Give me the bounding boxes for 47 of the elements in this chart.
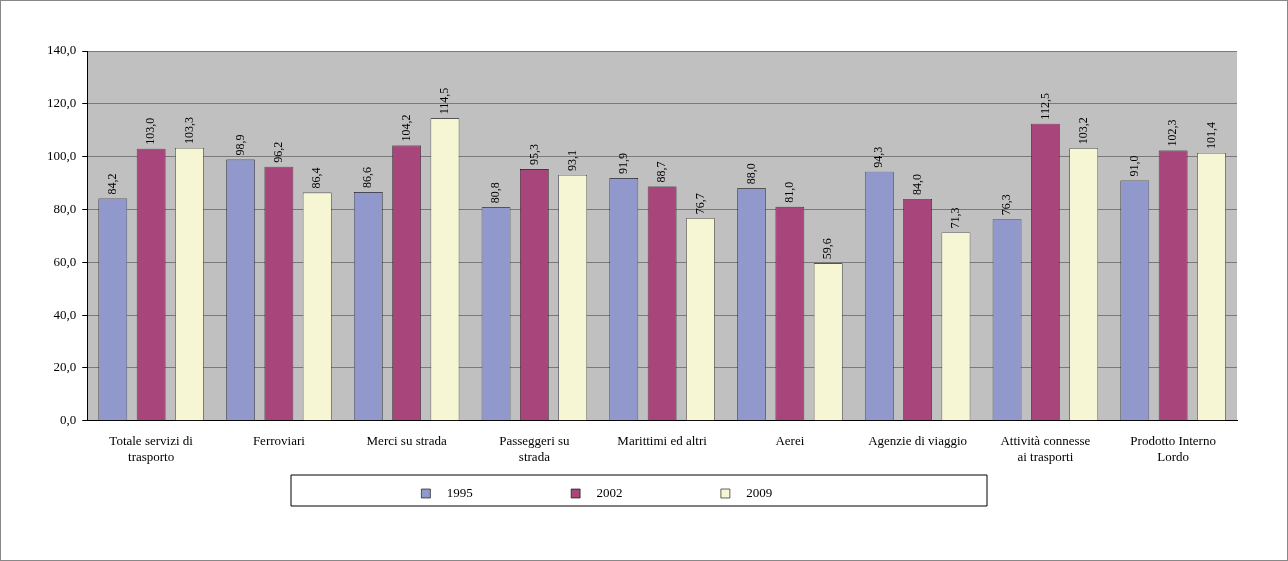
y-tick-label: 20,0 [53,359,77,375]
x-tick-label: Aerei [775,433,805,449]
y-tick-label: 80,0 [53,200,77,216]
x-tick-label: Totale servizi di trasporto [109,433,194,464]
x-tick-label: Marittimi ed altri [617,433,708,449]
legend-label: 2002 [586,484,707,500]
data-label: 88,0 [743,163,758,185]
data-label: 76,7 [692,193,707,215]
data-label: 80,8 [488,182,503,204]
data-label: 95,3 [526,144,541,166]
data-label: 86,6 [360,167,375,189]
data-label: 101,4 [1203,121,1218,149]
data-label: 104,2 [398,114,413,142]
data-label: 91,9 [615,153,630,175]
legend-label: 2009 [736,484,857,500]
data-label: 59,6 [820,238,835,260]
data-label: 76,3 [999,194,1014,216]
data-label: 103,3 [181,116,196,144]
data-label: 102,3 [1165,119,1180,147]
data-label: 84,0 [909,173,924,195]
y-tick-label: 120,0 [47,95,77,111]
x-tick-label: Merci su strada [366,433,447,449]
y-tick-label: 100,0 [47,148,77,164]
y-tick-label: 140,0 [47,42,77,58]
x-tick-label: Attività connesse ai trasporti [1000,433,1091,464]
x-tick-label: Passeggeri su strada [499,433,571,464]
data-label: 94,3 [871,146,886,168]
data-label: 71,3 [948,207,963,229]
data-label: 103,2 [1075,117,1090,145]
x-tick-label: Ferroviari [252,433,306,449]
y-tick-label: 40,0 [53,306,77,322]
y-tick-label: 60,0 [53,253,77,269]
data-label: 84,2 [104,173,119,195]
data-label: 103,0 [143,117,158,145]
data-label: 86,4 [309,167,324,189]
data-label: 112,5 [1037,93,1052,120]
x-tick-label: Agenzie di viaggio [868,433,968,449]
data-label: 81,0 [782,181,797,203]
x-tick-label: Prodotto Interno Lordo [1130,433,1216,464]
data-label: 98,9 [232,134,247,156]
data-label: 96,2 [271,141,286,163]
data-label: 114,5 [437,87,452,115]
data-label: 88,7 [654,161,669,183]
data-label: 93,1 [564,149,579,171]
y-tick-label: 0,0 [60,412,77,428]
legend-label: 1995 [436,484,558,500]
data-label: 91,0 [1126,155,1141,177]
